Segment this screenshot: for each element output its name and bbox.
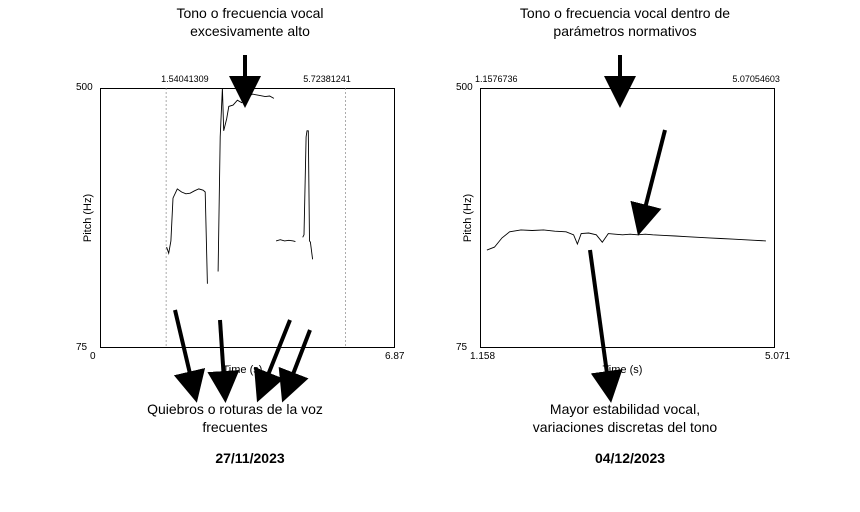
- annotation-bottom-right: Mayor estabilidad vocal,variaciones disc…: [500, 400, 750, 436]
- x-tick-left-6.87: 6.87: [385, 351, 404, 362]
- date-right: 04/12/2023: [555, 450, 705, 466]
- x-axis-label-left: Time (s): [223, 364, 263, 376]
- marker-num-right-1: 5.07054603: [710, 74, 780, 84]
- annotation-bottom-left: Quiebros o roturas de la vozfrecuentes: [110, 400, 360, 436]
- y-axis-label-right: Pitch (Hz): [462, 188, 474, 248]
- y-tick-left-75: 75: [76, 342, 87, 353]
- x-tick-left-0: 0: [90, 351, 96, 362]
- annotation-top-right: Tono o frecuencia vocal dentro deparámet…: [480, 4, 770, 40]
- marker-num-left-1: 5.72381241: [281, 74, 351, 84]
- x-axis-label-right: Time (s): [603, 364, 643, 376]
- y-tick-right-500: 500: [456, 82, 473, 93]
- y-tick-right-75: 75: [456, 342, 467, 353]
- annotation-top-left: Tono o frecuencia vocalexcesivamente alt…: [120, 4, 380, 40]
- x-tick-right-5.071: 5.071: [765, 351, 790, 362]
- marker-num-left-0: 1.54041309: [161, 74, 231, 84]
- x-tick-right-1.158: 1.158: [470, 351, 495, 362]
- marker-num-right-0: 1.1576736: [475, 74, 545, 84]
- chart-right-frame: [480, 88, 775, 348]
- y-tick-left-500: 500: [76, 82, 93, 93]
- y-axis-label-left: Pitch (Hz): [82, 188, 94, 248]
- chart-left-frame: [100, 88, 395, 348]
- date-left: 27/11/2023: [175, 450, 325, 466]
